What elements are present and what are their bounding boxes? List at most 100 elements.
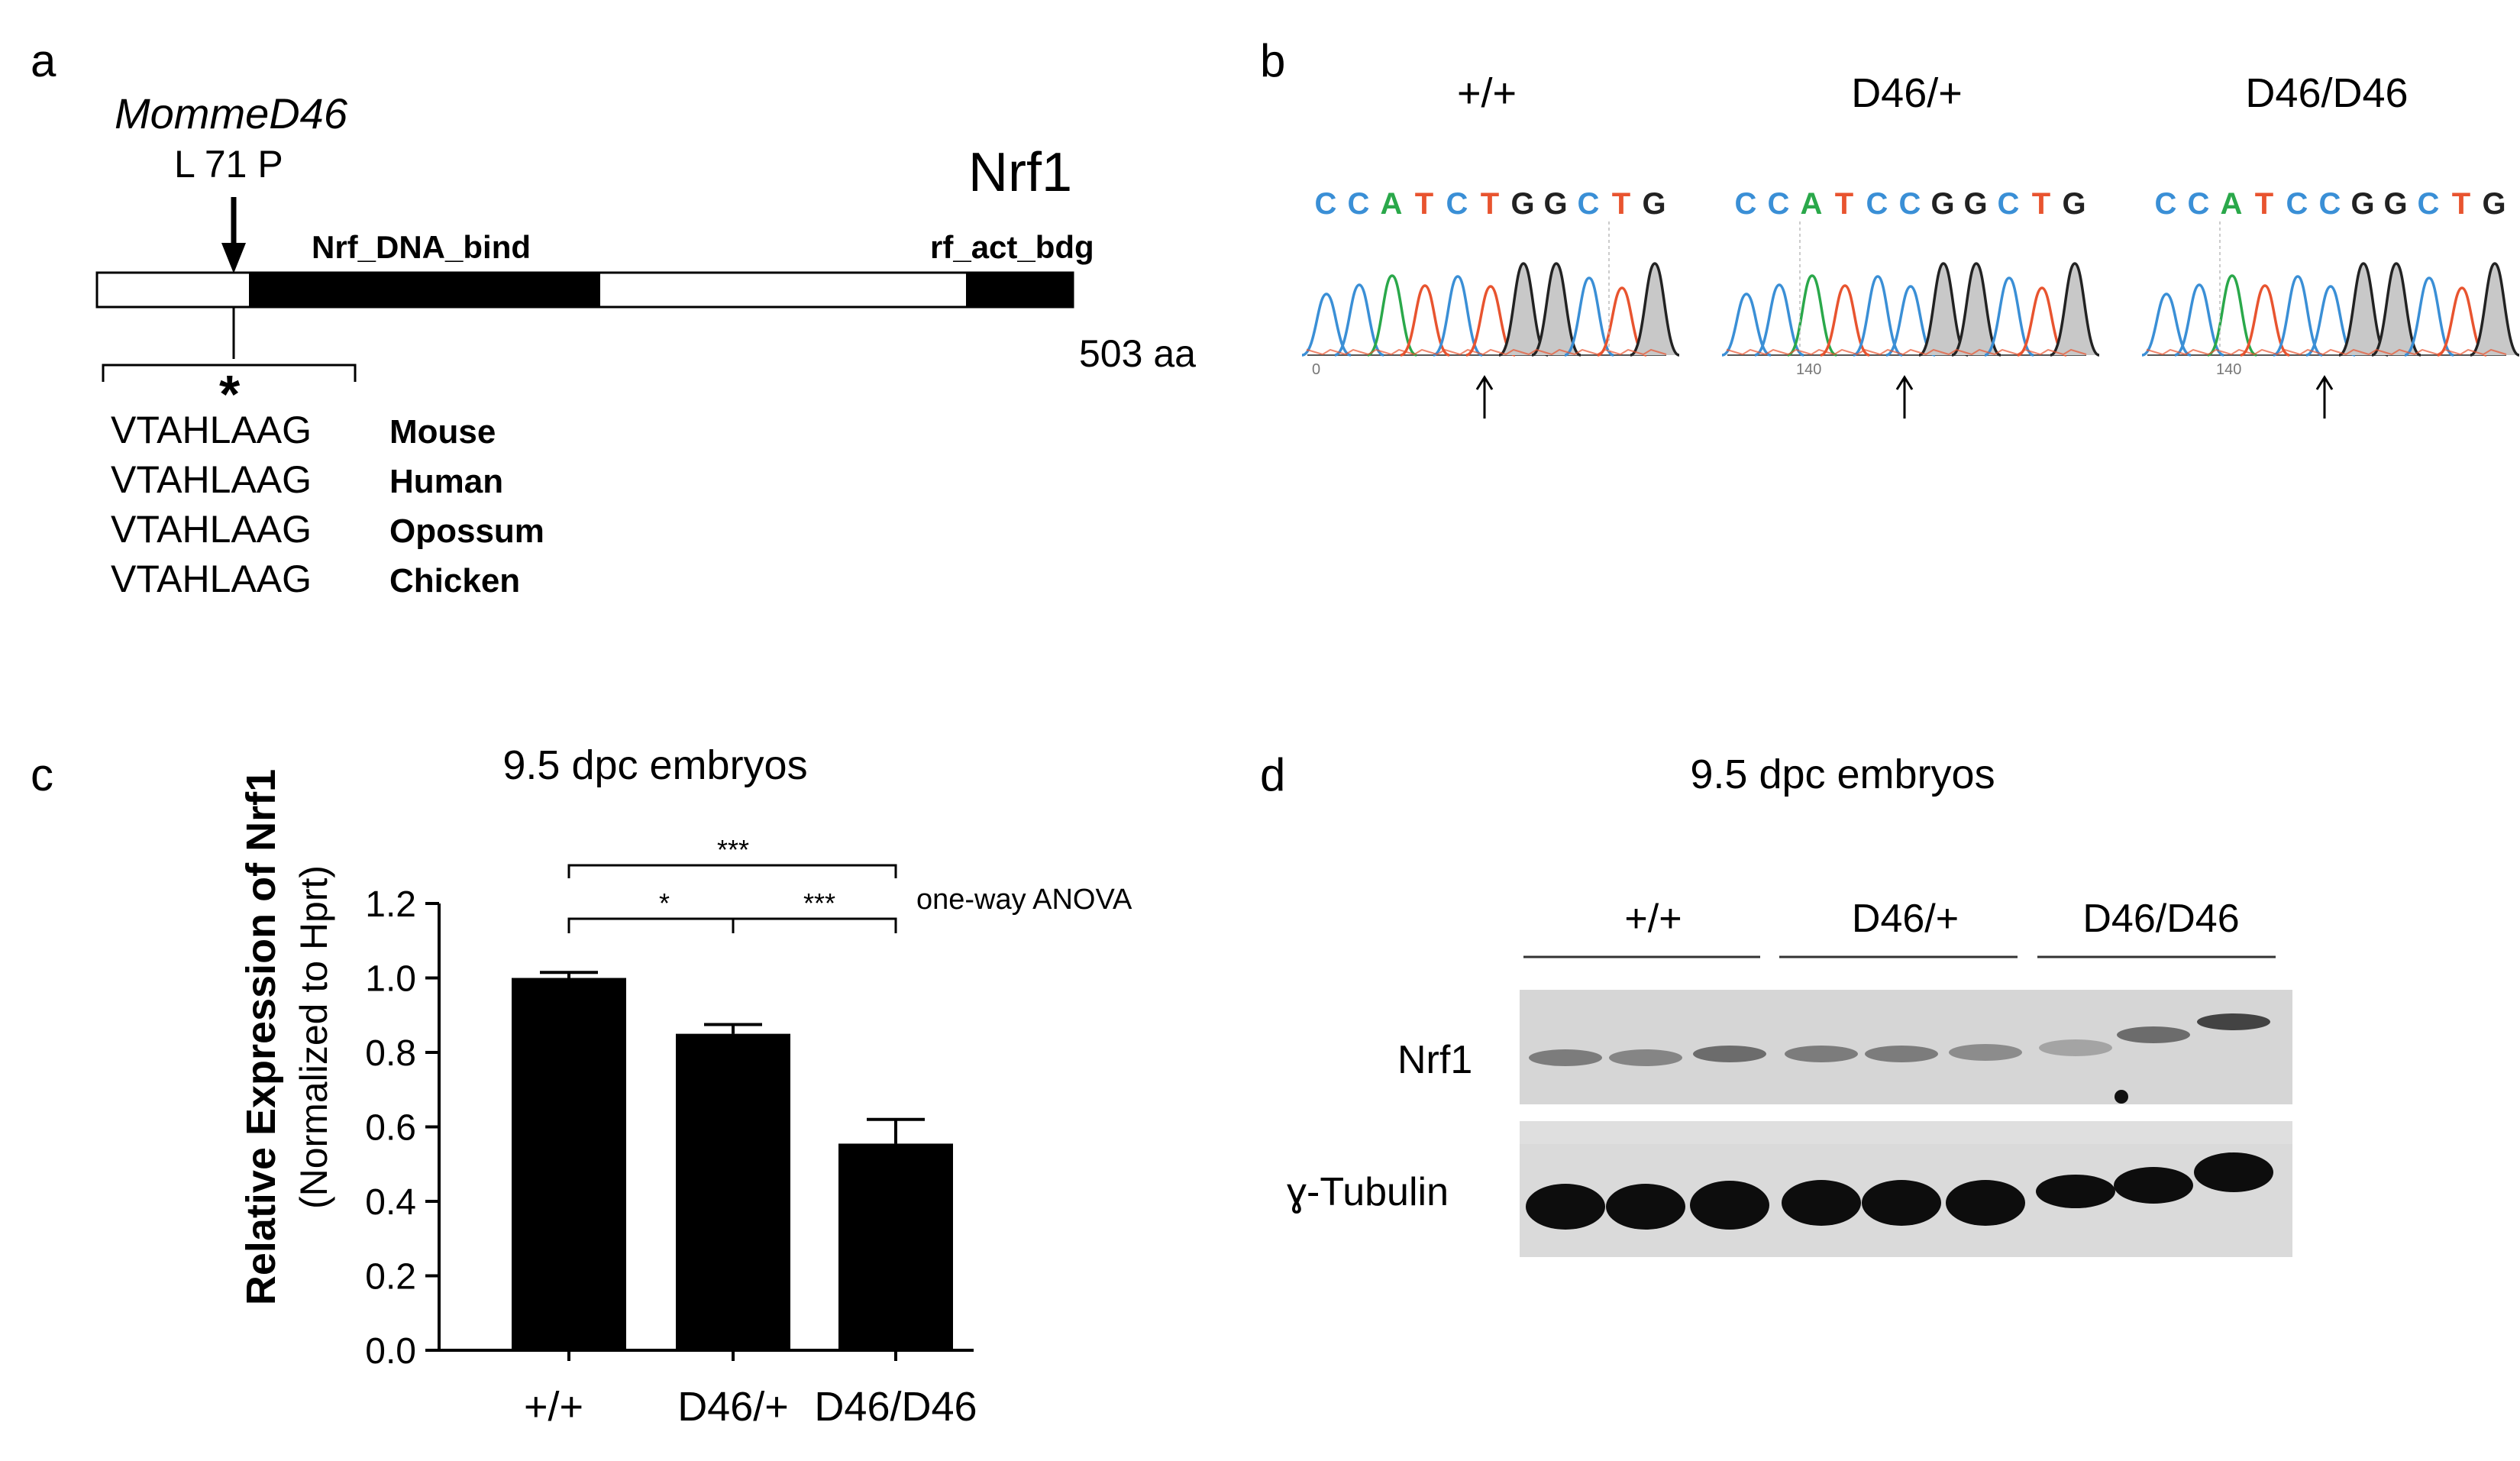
domain-dna-bind <box>249 273 600 307</box>
mutation-label: L 71 P <box>174 143 283 186</box>
trace-peak <box>2273 275 2323 357</box>
base-call: C <box>1348 187 1371 221</box>
y-tick-label: 1.2 <box>365 884 416 925</box>
nrf1-band <box>1693 1046 1766 1062</box>
trace-tick-label: 0 <box>1312 361 1320 378</box>
tubulin-band <box>1606 1184 1685 1230</box>
base-call: C <box>2418 187 2441 221</box>
anova-label: one-way ANOVA <box>916 884 1132 916</box>
trace-peak <box>1787 274 1837 357</box>
tubulin-band <box>1862 1180 1941 1226</box>
trace-tick-label: 140 <box>2216 361 2241 378</box>
tubulin-band <box>2194 1152 2273 1192</box>
y-tick-label: 0.8 <box>365 1033 416 1074</box>
trace-peak <box>1531 262 1581 357</box>
base-call: C <box>1446 187 1470 221</box>
tubulin-band <box>2036 1175 2115 1208</box>
panel-d-letter: d <box>1260 749 1285 800</box>
base-call: C <box>1578 187 1601 221</box>
base-call: T <box>2255 187 2275 221</box>
base-call: G <box>2482 187 2507 221</box>
mutant-name: MommeD46 <box>115 89 348 137</box>
trace-peak <box>1301 293 1352 357</box>
base-call: G <box>1963 187 1989 221</box>
panel-d: d 9.5 dpc embryos +/+ D46/+ D46/D46 Nrf1… <box>1260 749 2292 1257</box>
x-tick-label: D46/+ <box>677 1384 789 1430</box>
trace-peak <box>1984 276 2034 357</box>
genotype-label: D46/D46 <box>2245 70 2408 116</box>
panel-a: a MommeD46 L 71 P Nrf1 Nrf_DNA_bind rf_a… <box>31 35 1196 600</box>
trace-peak <box>1433 275 1483 357</box>
trace-peak <box>1564 276 1614 357</box>
blot-bands <box>1520 1013 2292 1230</box>
base-call: G <box>2383 187 2409 221</box>
base-call: G <box>1642 187 1667 221</box>
alignment-seq: VTAHLAAG <box>111 558 312 600</box>
genotype-label: +/+ <box>1457 70 1517 116</box>
alignment-row: VTAHLAAG Opossum <box>111 508 544 551</box>
bar <box>838 1143 953 1350</box>
snp-arrow-head <box>1895 375 1914 390</box>
nrf1-band <box>1865 1046 1938 1062</box>
nrf1-band <box>1949 1044 2022 1061</box>
alignment-species: Human <box>389 463 503 500</box>
sig-top-label: *** <box>717 834 749 865</box>
tubulin-band <box>1782 1180 1861 1226</box>
base-call: C <box>1899 187 1923 221</box>
row-label-nrf1: Nrf1 <box>1397 1038 1472 1082</box>
trace-peak <box>2017 286 2067 357</box>
trace-peak <box>1465 285 1516 357</box>
group-label: +/+ <box>1624 897 1682 941</box>
tubulin-band <box>1690 1181 1769 1230</box>
trace-peak <box>2371 262 2421 357</box>
alignment-bracket <box>102 364 357 382</box>
base-call: C <box>1315 187 1339 221</box>
domain-act-bdg <box>966 273 1073 307</box>
tubulin-band <box>1946 1180 2025 1226</box>
base-call: A <box>2221 187 2244 221</box>
blot-group-labels: +/+ D46/+ D46/D46 <box>1624 897 2239 941</box>
trace-peak <box>1721 293 1772 357</box>
trace-peak <box>2141 293 2192 357</box>
trace-peak <box>2437 286 2487 357</box>
panel-b-letter: b <box>1260 35 1285 86</box>
base-call: C <box>1998 187 2021 221</box>
trace-peak <box>1630 262 1680 357</box>
base-call: C <box>2188 187 2211 221</box>
trace-noise <box>1727 348 2087 356</box>
nrf1-band <box>1785 1046 1858 1062</box>
base-call: A <box>1801 187 1824 221</box>
trace-peak <box>2240 284 2290 357</box>
tubulin-band <box>1526 1184 1605 1230</box>
panel-a-letter: a <box>31 35 57 86</box>
trace-peak <box>2470 262 2520 357</box>
nrf1-band <box>1609 1049 1682 1066</box>
trace-peak <box>1400 284 1450 357</box>
trace-peak <box>1951 262 2001 357</box>
alignment-row: VTAHLAAG Human <box>111 458 503 501</box>
base-call: C <box>2286 187 2310 221</box>
blot-speck <box>2115 1090 2128 1104</box>
trace-peak <box>1597 286 1647 357</box>
bar <box>512 978 626 1350</box>
group-label: D46/+ <box>1852 897 1959 941</box>
domain-act-bdg-label: rf_act_bdg <box>930 229 1094 265</box>
trace-peak <box>1853 275 1903 357</box>
panel-c-letter: c <box>31 749 53 800</box>
alignment-species: Mouse <box>389 413 496 451</box>
trace-noise <box>1307 348 1667 356</box>
alignment-row: VTAHLAAG Mouse <box>111 409 496 451</box>
trace-peak <box>2174 283 2224 357</box>
base-call: C <box>1866 187 1890 221</box>
tubulin-band <box>2114 1167 2193 1204</box>
y-tick-label: 0.6 <box>365 1108 416 1149</box>
alignment-row: VTAHLAAG Chicken <box>111 558 520 600</box>
trace-peak <box>1918 262 1969 357</box>
trace-peak <box>2050 262 2100 357</box>
trace-peak <box>2305 285 2356 357</box>
y-axis-label: Relative Expression of Nrf1 <box>238 769 284 1305</box>
alignment-seq: VTAHLAAG <box>111 508 312 551</box>
